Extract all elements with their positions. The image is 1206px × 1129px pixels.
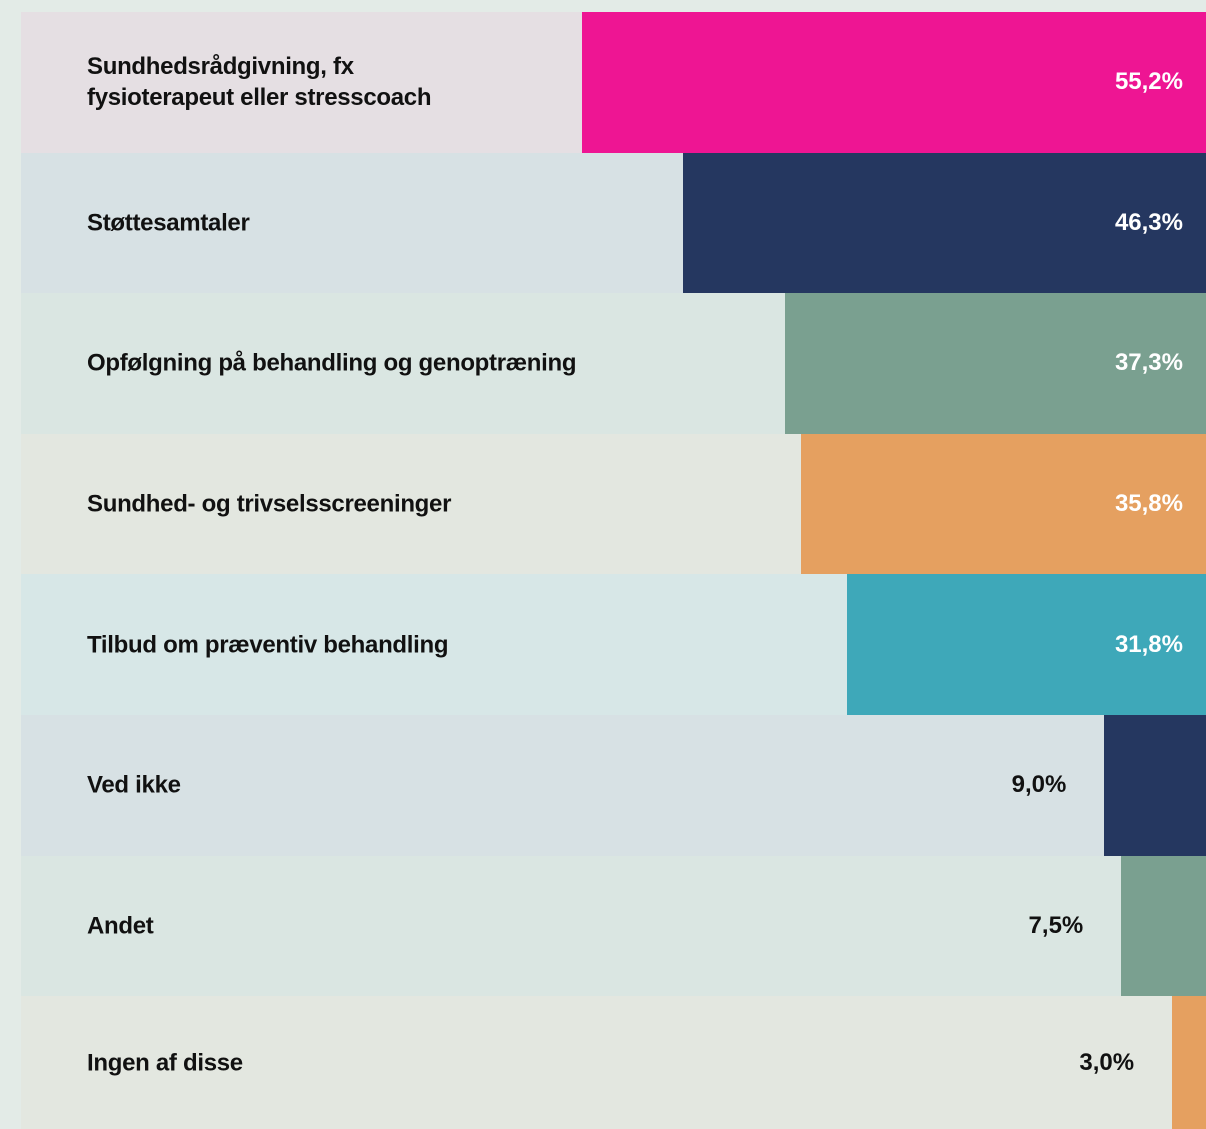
bar-row: Tilbud om præventiv behandling 31,8% [21,574,1206,715]
bar-row: Sundhed- og trivselsscreeninger 35,8% [21,433,1206,575]
bar-row: Sundhedsrådgivning, fx fysioterapeut ell… [21,12,1206,153]
bar [1121,855,1206,997]
bar-row: Ved ikke 9,0% [21,715,1206,856]
category-label: Opfølgning på behandling og genoptræning [87,349,577,377]
bar [1104,715,1206,856]
bar [784,293,1206,434]
category-label: Sundhed- og trivselsscreeninger [87,490,452,518]
value-label: 55,2% [1114,68,1183,96]
bar-row: Støttesamtaler 46,3% [21,152,1206,294]
bar [846,574,1206,715]
value-label: 31,8% [1114,630,1183,658]
bar-row: Opfølgning på behandling og genoptræning… [21,293,1206,434]
value-label: 46,3% [1114,208,1183,236]
category-label: Ingen af disse [87,1049,243,1077]
bar [682,152,1206,294]
category-label: Tilbud om præventiv behandling [87,631,449,659]
bar [582,12,1206,153]
category-label: Ved ikke [87,771,181,799]
value-label: 35,8% [1114,490,1183,518]
bar-row: Andet 7,5% [21,855,1206,997]
category-label: Sundhedsrådgivning, fx fysioterapeut ell… [87,53,432,112]
value-label: 9,0% [1011,771,1067,799]
category-label: Andet [87,912,154,940]
category-label: Støttesamtaler [87,209,250,237]
value-label: 37,3% [1114,349,1183,377]
value-label: 7,5% [1028,911,1084,939]
bar [801,433,1206,575]
bar-row: Ingen af disse 3,0% [21,996,1206,1129]
value-label: 3,0% [1079,1048,1135,1076]
bar [1172,996,1206,1129]
